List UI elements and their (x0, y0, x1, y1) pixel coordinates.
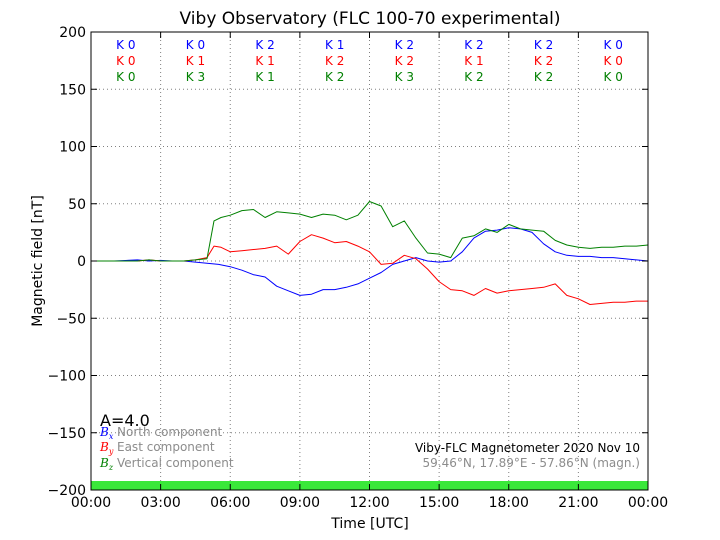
k-index-north: K 2 (464, 38, 483, 52)
k-index-north: K 0 (604, 38, 623, 52)
axis-ticks: 00:00 03:00 06:00 09:00 12:00 15:00 18:00 21:00… (48, 25, 669, 511)
k-index-vertical: K 3 (395, 70, 414, 84)
k-index-vertical: K 3 (186, 70, 205, 84)
x-tick-label: 12:00 (349, 495, 389, 511)
grid-lines (91, 32, 648, 490)
chart-title: Viby Observatory (FLC 100-70 experimenta… (180, 9, 561, 29)
y-tick-label: 200 (59, 25, 86, 41)
legend-entry-east: By East component (99, 440, 215, 456)
k-index-vertical: K 1 (255, 70, 274, 84)
k-index-north: K 2 (534, 38, 553, 52)
x-tick-label: 06:00 (210, 495, 250, 511)
legend-label-north: North component (117, 425, 223, 439)
legend: Bx North component By East component Bz … (99, 425, 234, 472)
y-axis-title: Magnetic field [nT] (30, 195, 46, 327)
k-index-east: K 1 (255, 54, 274, 68)
east-component-line (91, 234, 648, 305)
k-index-east: K 2 (395, 54, 414, 68)
legend-entry-north: Bx North component (99, 425, 223, 441)
north-component-line (91, 227, 649, 296)
k-index-north: K 0 (186, 38, 205, 52)
coordinates-info: 59.46°N, 17.89°E - 57.86°N (magn.) (423, 456, 640, 470)
series-lines (91, 201, 649, 305)
k-index-north: K 0 (116, 38, 135, 52)
magnetometer-info: Viby-FLC Magnetometer 2020 Nov 10 (415, 441, 640, 455)
x-tick-label: 00:00 (71, 495, 111, 511)
k-index-vertical: K 2 (534, 70, 553, 84)
x-axis-title: Time [UTC] (330, 516, 408, 532)
x-tick-label: 18:00 (489, 495, 529, 511)
k-index-east: K 1 (464, 54, 483, 68)
k-index-east: K 2 (534, 54, 553, 68)
legend-label-east: East component (117, 440, 215, 454)
y-tick-label: −100 (48, 369, 86, 385)
legend-label-vertical: Vertical component (117, 456, 234, 470)
y-tick-label: 50 (68, 197, 86, 213)
legend-entry-vertical: Bz Vertical component (99, 456, 234, 472)
k-index-vertical: K 2 (325, 70, 344, 84)
y-tick-label: 100 (59, 140, 86, 156)
x-tick-label: 09:00 (280, 495, 320, 511)
k-index-north: K 1 (325, 38, 344, 52)
k-index-vertical: K 0 (116, 70, 135, 84)
y-tick-label: −50 (56, 311, 86, 327)
k-index-north: K 2 (395, 38, 414, 52)
y-tick-label: −200 (48, 483, 86, 499)
y-tick-label: −150 (48, 426, 86, 442)
k-index-north: K 2 (255, 38, 274, 52)
k-index-east: K 0 (604, 54, 623, 68)
vertical-component-line (91, 201, 649, 262)
y-tick-label: 150 (59, 82, 86, 98)
k-index-vertical: K 0 (604, 70, 623, 84)
y-tick-label: 0 (77, 254, 86, 270)
k-index-east: K 1 (186, 54, 205, 68)
legend-symbol-by: By (99, 440, 114, 456)
x-tick-label: 15:00 (419, 495, 459, 511)
k-index-table: K 0 K 0 K 2 K 1 K 2 K 2 K 2 K 0 K 0 K 1 K 1 K 2 K 2 K… (116, 38, 623, 84)
x-tick-label: 21:00 (558, 495, 598, 511)
k-index-vertical: K 2 (464, 70, 483, 84)
legend-symbol-bz: Bz (99, 456, 114, 472)
k-index-east: K 2 (325, 54, 344, 68)
x-tick-label: 03:00 (140, 495, 180, 511)
activity-index-label: A=4.0 (100, 411, 150, 430)
k-index-east: K 0 (116, 54, 135, 68)
x-tick-label: 00:00 (628, 495, 668, 511)
